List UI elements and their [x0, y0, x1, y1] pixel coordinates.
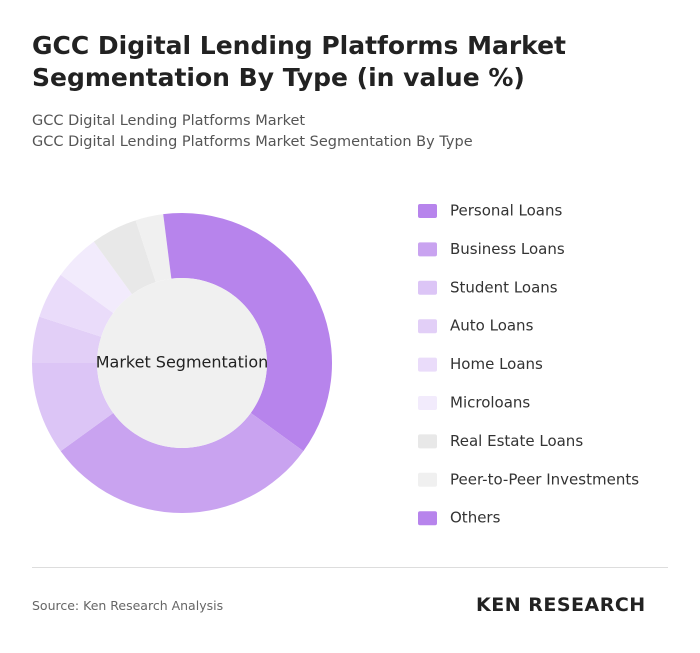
legend-label: Student Loans: [450, 278, 558, 296]
center-label: Market Segmentation: [96, 353, 269, 372]
pie-slice: [135, 214, 172, 283]
legend-swatch: [418, 242, 437, 257]
legend-label: Others: [450, 509, 501, 527]
legend-label: Home Loans: [450, 355, 543, 373]
source: Source: Ken Research Analysis: [32, 598, 224, 613]
legend-label: Business Loans: [450, 240, 565, 258]
pie-slice: [60, 241, 133, 314]
pie-slice: [39, 274, 114, 337]
legend-swatch: [418, 472, 437, 487]
subtitle: GCC Digital Lending Platforms Market: [32, 113, 306, 129]
pie-slice: [163, 213, 182, 279]
legend-swatch: [418, 357, 437, 372]
pie-slice: [182, 213, 332, 452]
legend-swatch: [418, 434, 437, 449]
subtitle: GCC Digital Lending Platforms Market Seg…: [32, 134, 473, 150]
donut-hole: [97, 278, 267, 448]
legend-swatch: [418, 204, 437, 218]
legend-label: Microloans: [450, 394, 530, 412]
legend-swatch: [418, 511, 437, 526]
legend-swatch: [418, 319, 437, 334]
pie-slice: [93, 220, 156, 295]
chart-title: GCC Digital Lending Platforms Market Seg…: [32, 31, 567, 92]
logo: KEN RESEARCH: [476, 594, 646, 616]
legend-label: Real Estate Loans: [450, 432, 583, 450]
legend-label: Auto Loans: [450, 317, 534, 335]
pie-slice: [32, 316, 102, 363]
pie-slice: [60, 412, 304, 513]
legend-label: Peer-to-Peer Investments: [450, 470, 639, 488]
legend-label: Personal Loans: [450, 202, 563, 220]
legend-swatch: [418, 280, 437, 295]
pie-slice: [32, 363, 114, 452]
divider: [32, 567, 668, 568]
legend-swatch: [418, 396, 437, 410]
